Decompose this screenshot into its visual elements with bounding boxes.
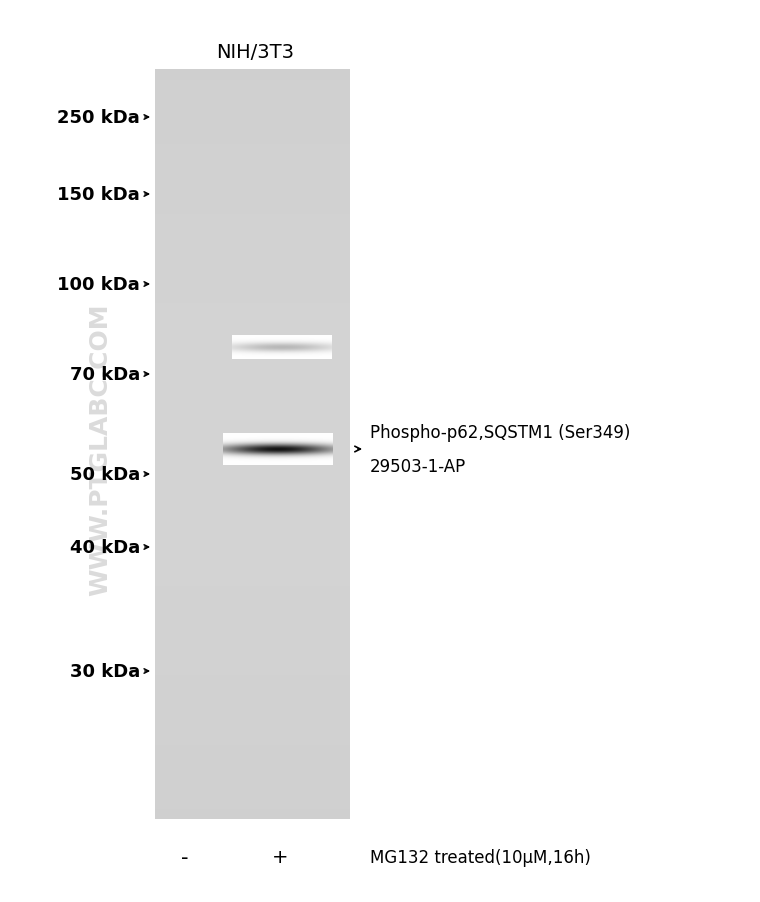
Text: 150 kDa: 150 kDa [57, 186, 140, 204]
Text: -: - [181, 847, 188, 867]
Text: 50 kDa: 50 kDa [70, 465, 140, 483]
Text: 100 kDa: 100 kDa [57, 276, 140, 294]
Text: WWW.PTGLABC.COM: WWW.PTGLABC.COM [88, 303, 112, 595]
Text: 70 kDa: 70 kDa [70, 365, 140, 383]
Text: +: + [272, 848, 288, 867]
Text: Phospho-p62,SQSTM1 (Ser349): Phospho-p62,SQSTM1 (Ser349) [370, 424, 630, 441]
Text: 250 kDa: 250 kDa [57, 109, 140, 127]
Text: 40 kDa: 40 kDa [70, 538, 140, 557]
Text: MG132 treated(10μM,16h): MG132 treated(10μM,16h) [370, 848, 591, 866]
Text: NIH/3T3: NIH/3T3 [216, 42, 294, 61]
Text: 29503-1-AP: 29503-1-AP [370, 457, 466, 475]
Text: 30 kDa: 30 kDa [70, 662, 140, 680]
